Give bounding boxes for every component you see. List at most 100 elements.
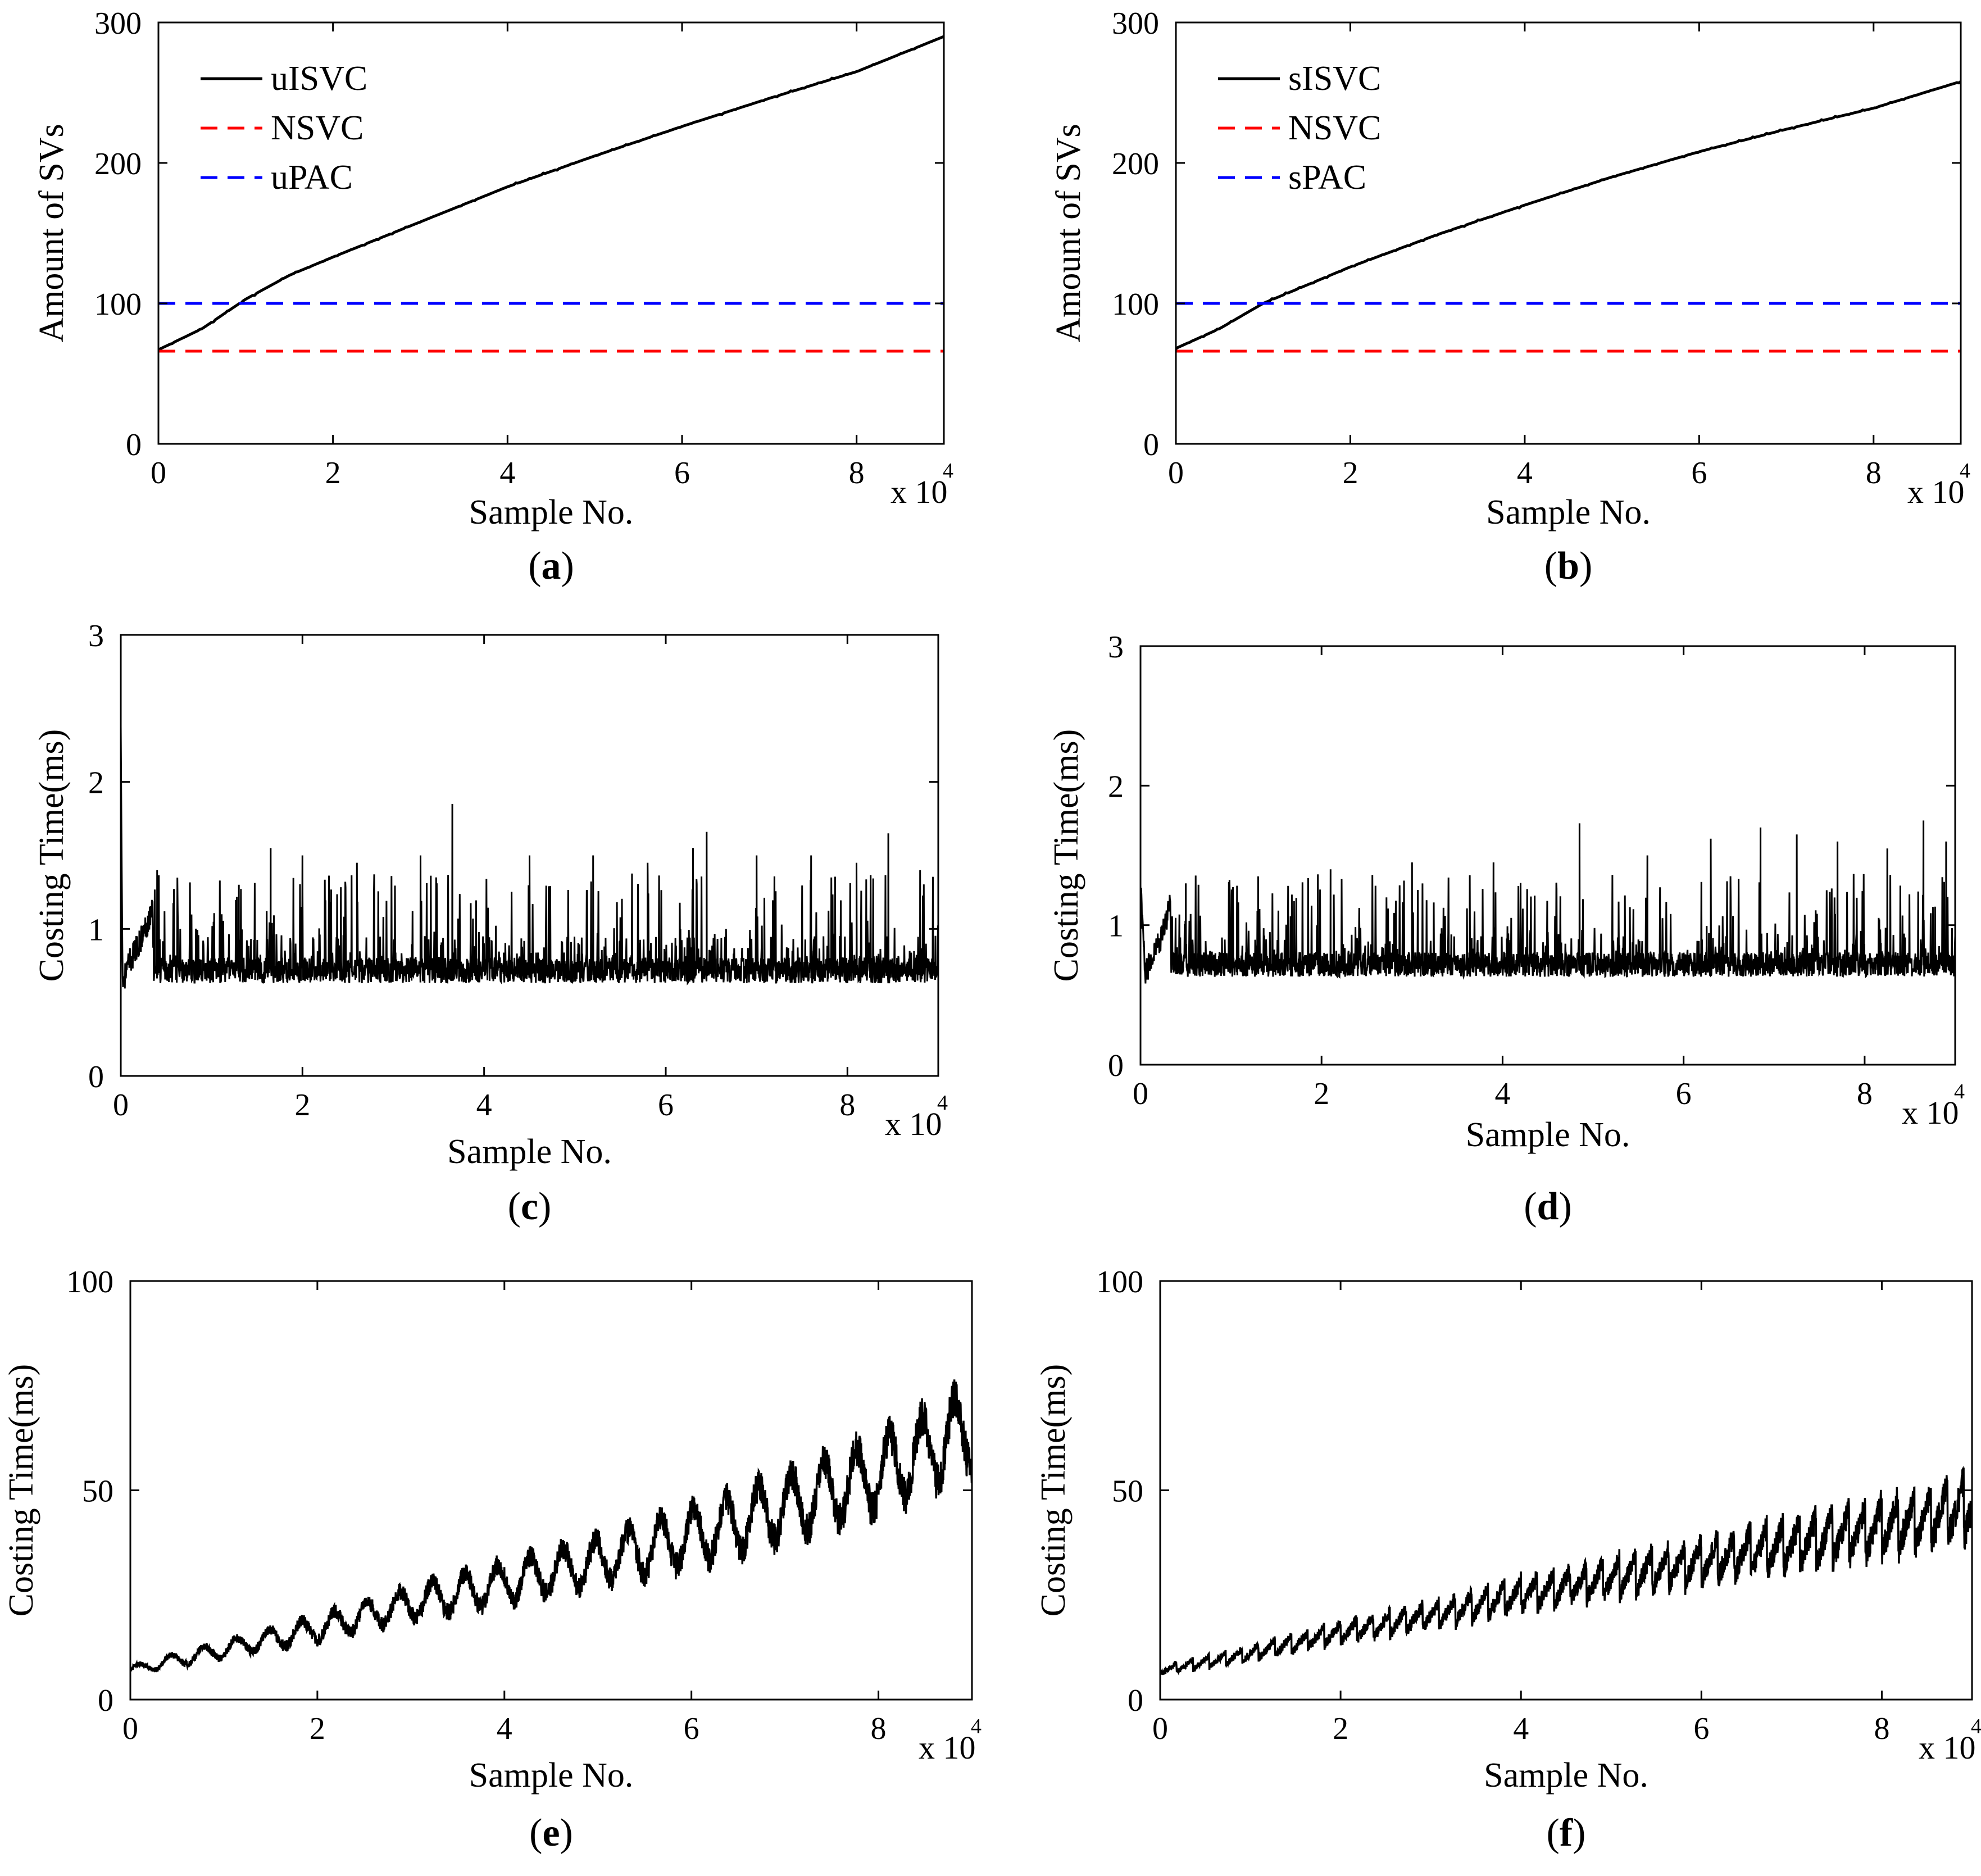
series-sisvc-line [1175,80,1962,350]
x-tick-label: 2 [294,1088,310,1123]
series-uisvc-line [157,35,944,352]
y-axis-label: Costing Time(ms) [1034,1364,1073,1617]
y-tick-label: 50 [1112,1474,1143,1509]
y-axis-label: Costing Time(ms) [1047,729,1085,982]
y-tick-label: 100 [1096,1265,1143,1300]
x-axis-label: Sample No. [1486,493,1651,532]
panel-label-c: (c) [508,1185,552,1228]
y-tick-label: 200 [1112,147,1159,181]
panel-label-e: (e) [529,1811,573,1855]
x-tick-label: 4 [497,1711,512,1746]
x-tick-label: 4 [476,1088,492,1123]
x-tick-label: 2 [1333,1711,1348,1746]
legend-label-nsvc: NSVC [1288,109,1381,147]
x-axis-multiplier: x 10 [919,1729,976,1766]
x-axis-multiplier: x 10 [885,1106,942,1142]
series-c-0 [121,726,938,989]
series-e-0 [130,1379,972,1673]
plot-frame-a [157,21,945,445]
y-axis-label: Costing Time(ms) [2,1364,40,1617]
panel-label-b: (b) [1544,544,1593,588]
legend-label-sisvc: sISVC [1288,60,1381,98]
x-tick-label: 0 [1152,1711,1168,1746]
x-axis-multiplier: x 10 [890,474,948,510]
x-axis-multiplier-exponent: 4 [1960,459,1970,483]
x-tick-label: 8 [839,1088,855,1123]
y-axis-label: Costing Time(ms) [33,729,71,982]
y-tick-label: 0 [1128,1683,1143,1718]
x-axis-multiplier: x 10 [1902,1094,1959,1131]
plot-frame-c [120,634,939,1077]
x-axis-label: Sample No. [447,1133,612,1171]
x-tick-label: 6 [1693,1711,1709,1746]
y-tick-label: 100 [66,1265,113,1300]
x-tick-label: 0 [113,1088,129,1123]
x-axis-multiplier: x 10 [1907,474,1965,510]
x-tick-label: 2 [325,456,341,490]
x-tick-label: 6 [684,1711,699,1746]
legend-label-spac: sPAC [1288,158,1366,197]
plot-frame-e [129,1280,973,1701]
x-tick-label: 6 [674,456,690,490]
x-tick-label: 4 [1494,1076,1510,1111]
legend-label-nsvc: NSVC [271,109,364,147]
y-tick-label: 0 [88,1060,104,1094]
x-tick-label: 8 [1866,456,1882,490]
x-tick-label: 4 [1517,456,1533,490]
legend-label-upac: uPAC [271,158,353,197]
x-axis-label: Sample No. [1466,1116,1630,1154]
plot-frame-d [1139,645,1956,1066]
series-d-0 [1141,820,1955,984]
x-axis-multiplier-exponent: 4 [1971,1715,1981,1738]
x-axis-label: Sample No. [469,493,634,532]
y-tick-label: 200 [94,147,142,181]
y-tick-label: 3 [1108,630,1124,665]
plot-frame-f [1159,1280,1973,1701]
x-tick-label: 8 [1857,1076,1873,1111]
y-tick-label: 50 [82,1474,113,1509]
x-tick-label: 2 [310,1711,325,1746]
x-tick-label: 8 [871,1711,887,1746]
x-tick-label: 4 [1513,1711,1529,1746]
x-tick-label: 6 [1676,1076,1692,1111]
x-tick-label: 6 [658,1088,674,1123]
x-axis-multiplier-exponent: 4 [937,1091,948,1115]
y-tick-label: 2 [1108,769,1124,804]
panel-label-f: (f) [1547,1811,1586,1855]
y-tick-label: 300 [1112,6,1159,41]
x-tick-label: 2 [1314,1076,1329,1111]
legend-label-uisvc: uISVC [271,60,367,98]
panel-label-a: (a) [528,544,574,588]
x-tick-label: 0 [1133,1076,1148,1111]
x-tick-label: 8 [1874,1711,1889,1746]
x-tick-label: 8 [849,456,865,490]
x-axis-multiplier-exponent: 4 [971,1715,982,1738]
plot-frame-b [1175,21,1962,445]
x-axis-multiplier: x 10 [1919,1729,1976,1766]
y-tick-label: 0 [1143,428,1159,462]
x-axis-label: Sample No. [469,1756,634,1795]
y-axis-label: Amount of SVs [33,124,71,342]
y-axis-label: Amount of SVs [1049,124,1088,342]
panel-label-d: (d) [1524,1185,1572,1228]
x-tick-label: 0 [1168,456,1184,490]
y-tick-label: 0 [1108,1048,1124,1083]
y-tick-label: 300 [94,6,142,41]
x-axis-multiplier-exponent: 4 [943,459,953,483]
x-tick-label: 0 [122,1711,138,1746]
x-axis-multiplier-exponent: 4 [1954,1080,1965,1103]
x-tick-label: 4 [499,456,515,490]
y-tick-label: 0 [126,428,142,462]
x-tick-label: 6 [1691,456,1707,490]
x-tick-label: 0 [151,456,166,490]
x-axis-label: Sample No. [1484,1756,1648,1795]
x-tick-label: 2 [1342,456,1358,490]
y-tick-label: 3 [88,619,104,653]
